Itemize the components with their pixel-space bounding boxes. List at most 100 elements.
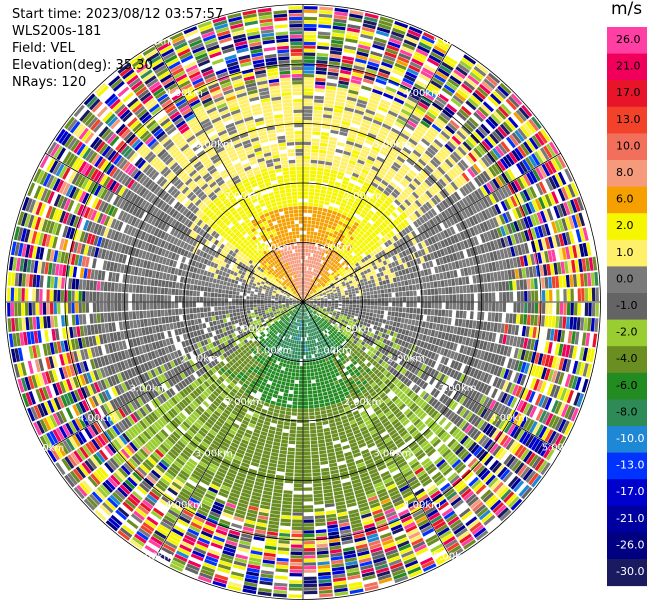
velocity-gate (480, 103, 492, 115)
velocity-gate (466, 119, 477, 130)
velocity-gate (349, 266, 354, 271)
velocity-gate (453, 179, 462, 189)
velocity-gate (378, 267, 383, 273)
velocity-gate (534, 240, 540, 252)
velocity-gate (351, 288, 355, 292)
velocity-gate (425, 431, 434, 440)
velocity-gate (349, 82, 361, 88)
velocity-gate (520, 243, 526, 255)
velocity-gate (342, 223, 348, 228)
velocity-gate (364, 485, 374, 492)
velocity-gate (300, 319, 302, 323)
velocity-gate (349, 219, 355, 224)
velocity-gate (316, 326, 319, 331)
velocity-gate (275, 568, 289, 573)
velocity-gate (480, 123, 491, 135)
velocity-gate (311, 145, 319, 150)
velocity-gate (459, 221, 466, 231)
velocity-gate (339, 131, 348, 137)
velocity-gate (402, 354, 408, 361)
velocity-gate (384, 356, 390, 363)
velocity-gate (342, 114, 353, 120)
velocity-gate (510, 411, 519, 423)
velocity-gate (299, 366, 303, 370)
velocity-gate (435, 338, 441, 346)
velocity-gate (383, 420, 391, 428)
velocity-gate (525, 157, 535, 170)
velocity-gate (319, 293, 323, 296)
velocity-gate (351, 394, 358, 401)
velocity-gate (318, 20, 332, 25)
velocity-gate (313, 311, 317, 314)
velocity-gate (541, 290, 546, 302)
velocity-gate (437, 93, 449, 103)
velocity-gate (373, 556, 386, 564)
velocity-gate (510, 359, 517, 370)
velocity-gate (476, 224, 483, 234)
velocity-gate (481, 80, 494, 92)
velocity-gate (371, 270, 376, 275)
velocity-gate (304, 326, 306, 331)
velocity-gate (347, 93, 358, 99)
velocity-gate (424, 357, 430, 365)
velocity-gate (311, 376, 315, 380)
velocity-gate (452, 499, 464, 510)
velocity-gate (369, 358, 375, 364)
velocity-gate (309, 271, 312, 275)
velocity-gate (452, 294, 457, 302)
velocity-gate (567, 260, 573, 274)
velocity-gate (424, 212, 432, 220)
velocity-gate (324, 324, 328, 329)
velocity-gate (580, 273, 585, 287)
velocity-gate (379, 337, 385, 343)
velocity-gate (314, 404, 320, 409)
velocity-gate (327, 235, 332, 240)
velocity-gate (482, 273, 488, 283)
velocity-gate (383, 189, 390, 197)
velocity-gate (390, 316, 395, 321)
velocity-gate (357, 374, 364, 380)
velocity-gate (431, 141, 441, 151)
velocity-gate (306, 302, 310, 305)
velocity-gate (358, 191, 365, 197)
velocity-gate (567, 406, 576, 421)
velocity-gate (544, 354, 551, 367)
velocity-gate (432, 438, 442, 448)
velocity-gate (429, 344, 435, 352)
velocity-gate (326, 308, 331, 311)
velocity-gate (338, 318, 342, 322)
velocity-gate (458, 127, 469, 138)
velocity-gate (496, 238, 503, 249)
velocity-gate (373, 325, 378, 330)
velocity-gate (316, 52, 329, 57)
velocity-gate (345, 38, 358, 44)
velocity-gate (537, 353, 544, 365)
velocity-gate (345, 297, 349, 300)
velocity-gate (337, 319, 341, 324)
velocity-gate (336, 273, 341, 277)
velocity-gate (358, 553, 371, 560)
velocity-gate (334, 251, 339, 256)
velocity-gate (411, 191, 420, 199)
velocity-gate (291, 412, 297, 416)
velocity-gate (525, 202, 533, 215)
velocity-gate (312, 210, 318, 214)
velocity-gate (363, 482, 373, 489)
velocity-gate (492, 502, 504, 514)
velocity-gate (576, 393, 585, 408)
velocity-gate (290, 558, 303, 563)
velocity-gate (323, 489, 333, 494)
velocity-gate (366, 175, 374, 182)
velocity-gate (454, 164, 464, 174)
velocity-gate (349, 283, 354, 287)
velocity-gate (310, 231, 314, 235)
velocity-gate (397, 115, 408, 123)
velocity-gate (384, 140, 394, 148)
velocity-gate (560, 261, 566, 274)
velocity-gate (298, 330, 300, 334)
velocity-gate (375, 387, 382, 393)
velocity-gate (321, 124, 331, 130)
velocity-gate (333, 269, 338, 274)
velocity-gate (445, 294, 449, 302)
velocity-gate (470, 133, 480, 144)
